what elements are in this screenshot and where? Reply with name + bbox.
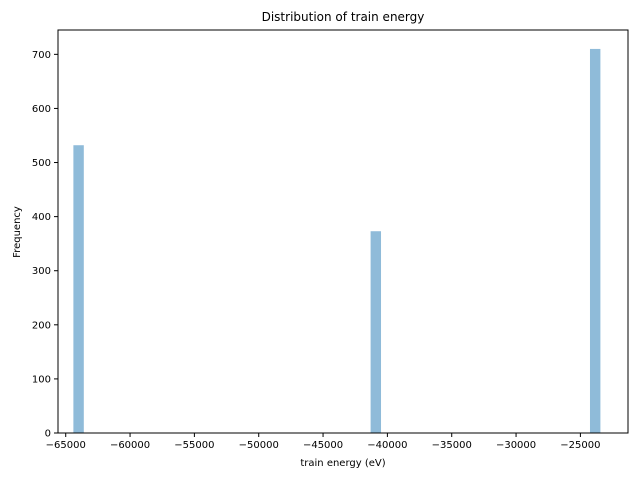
y-axis-ticks: 0 100 200 300 400 500 600 700 (32, 50, 58, 440)
histogram-bar-1 (370, 231, 382, 433)
chart-title: Distribution of train energy (262, 10, 425, 24)
x-tick-label: −45000 (303, 440, 343, 451)
y-tick-label: 300 (32, 266, 51, 277)
histogram-bar-0 (73, 145, 84, 433)
x-tick-label: −60000 (110, 440, 150, 451)
y-tick-label: 400 (32, 212, 51, 223)
y-axis-title: Frequency (12, 206, 23, 258)
y-tick-label: 0 (45, 429, 51, 440)
y-tick-label: 700 (32, 50, 51, 61)
x-tick-label: −65000 (46, 440, 86, 451)
x-axis-ticks: −65000 −60000 −55000 −50000 −45000 −40000 −350… (46, 433, 600, 451)
y-tick-label: 500 (32, 158, 51, 169)
x-tick-label: −50000 (239, 440, 279, 451)
y-tick-label: 200 (32, 320, 51, 331)
x-tick-label: −55000 (174, 440, 214, 451)
x-axis-title: train energy (eV) (300, 458, 385, 469)
x-tick-label: −40000 (367, 440, 407, 451)
x-tick-label: −25000 (560, 440, 600, 451)
plot-frame (57, 29, 629, 434)
y-tick-label: 600 (32, 104, 51, 115)
x-tick-label: −30000 (496, 440, 536, 451)
x-tick-label: −35000 (432, 440, 472, 451)
bars-layer (73, 48, 601, 434)
axes-layer (57, 29, 629, 434)
histogram-bar-2 (589, 48, 601, 434)
y-tick-label: 100 (32, 374, 51, 385)
